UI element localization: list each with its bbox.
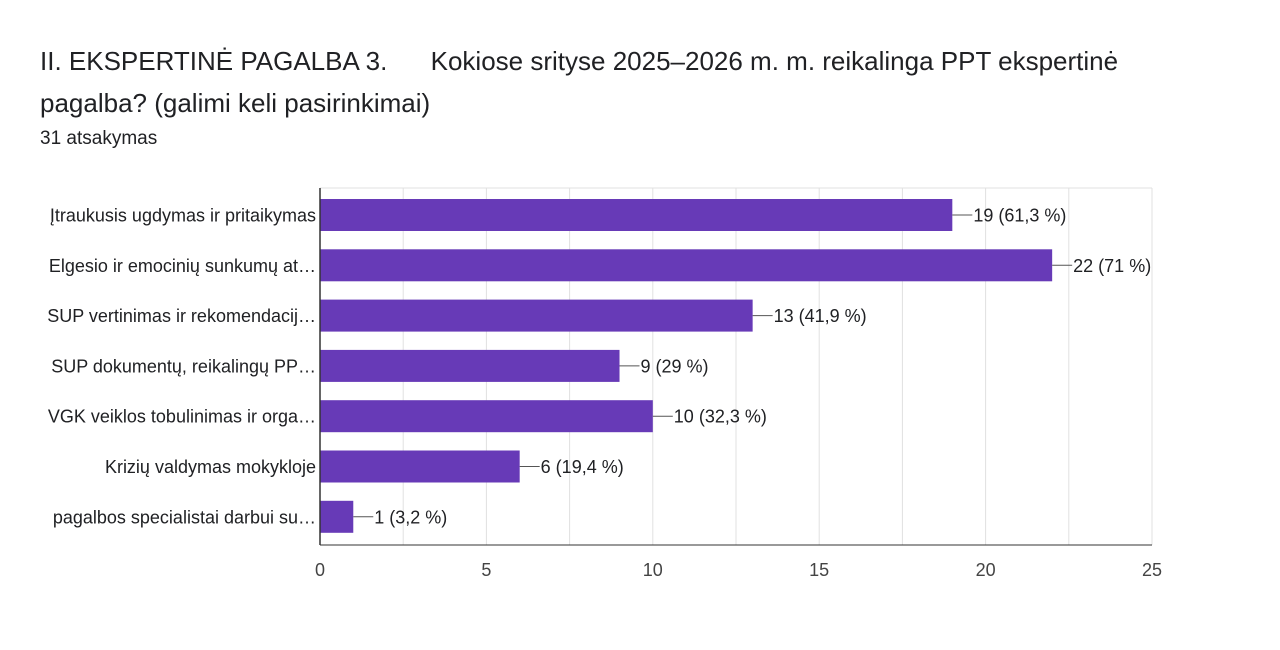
category-label: Elgesio ir emocinių sunkumų at… <box>49 256 316 276</box>
bar <box>320 500 354 533</box>
category-label: pagalbos specialistai darbui su… <box>53 507 316 527</box>
bar <box>320 349 620 382</box>
bar <box>320 450 520 483</box>
category-label: Krizių valdymas mokykloje <box>105 457 316 477</box>
data-label: 9 (29 %) <box>641 356 709 376</box>
bar <box>320 299 753 332</box>
data-label: 19 (61,3 %) <box>973 206 1066 226</box>
bar <box>320 249 1053 282</box>
x-tick-label: 0 <box>315 560 325 580</box>
x-tick-label: 25 <box>1142 560 1162 580</box>
data-label: 13 (41,9 %) <box>774 306 867 326</box>
bar <box>320 199 953 231</box>
bar <box>320 400 653 433</box>
x-tick-label: 20 <box>976 560 996 580</box>
x-tick-label: 10 <box>643 560 663 580</box>
response-count: 31 atsakymas <box>40 128 158 149</box>
category-label: SUP dokumentų, reikalingų PP… <box>51 356 316 376</box>
category-label: Įtraukusis ugdymas ir pritaikymas <box>50 206 316 226</box>
category-label: VGK veiklos tobulinimas ir orga… <box>48 407 316 427</box>
data-label: 1 (3,2 %) <box>374 507 447 527</box>
data-label: 22 (71 %) <box>1073 256 1151 276</box>
x-tick-label: 15 <box>809 560 829 580</box>
data-label: 10 (32,3 %) <box>674 407 767 427</box>
data-label: 6 (19,4 %) <box>541 457 624 477</box>
x-tick-label: 5 <box>481 560 491 580</box>
question-title: II. EKSPERTINĖ PAGALBA 3. Kokiose sritys… <box>40 46 1119 118</box>
category-label: SUP vertinimas ir rekomendacij… <box>47 306 316 326</box>
